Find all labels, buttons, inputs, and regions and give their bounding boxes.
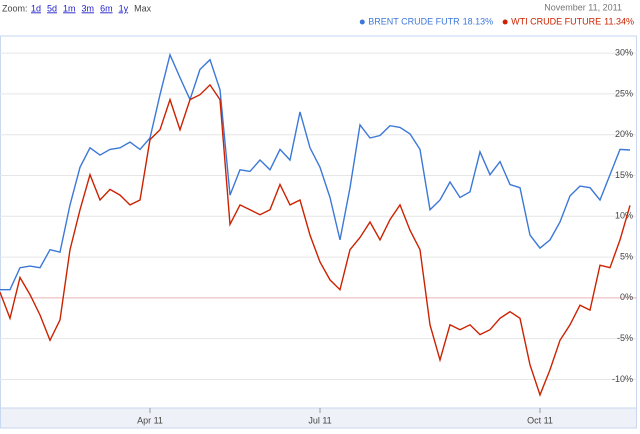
legend-label: WTI CRUDE FUTURE [511,16,601,26]
zoom-label: Zoom: [2,3,28,13]
legend-change: 11.34% [604,16,634,26]
y-tick-label: 15% [615,170,633,180]
x-tick-label: Jul 11 [308,415,331,425]
y-tick-label: 0% [620,292,633,302]
plot-frame [0,35,637,409]
zoom-option[interactable]: 1d [31,3,41,13]
series-line [0,52,631,291]
y-tick-label: 10% [615,211,633,221]
y-tick-label: 25% [615,88,633,98]
y-tick-label: 5% [620,251,633,261]
legend-dot [502,19,508,25]
legend-dot [359,19,365,25]
x-tick-label: Oct 11 [527,415,553,425]
zoom-option[interactable]: 5d [47,3,57,13]
zoom-option[interactable]: 1m [63,3,76,13]
zoom-option[interactable]: 3m [82,3,95,13]
y-tick-label: -10% [612,374,633,384]
legend-change: 18.13% [463,16,494,26]
series-line [0,83,631,397]
zoom-current: Max [134,3,152,13]
x-tick-label: Apr 11 [137,415,163,425]
y-tick-label: 30% [615,48,633,58]
y-tick-label: -5% [617,333,633,343]
zoom-option[interactable]: 1y [119,3,129,13]
date: November 11, 2011 [544,2,622,12]
x-axis-strip [0,407,637,429]
y-tick-label: 20% [615,129,633,139]
zoom-option[interactable]: 6m [100,3,113,13]
legend-label: BRENT CRUDE FUTR [368,16,460,26]
